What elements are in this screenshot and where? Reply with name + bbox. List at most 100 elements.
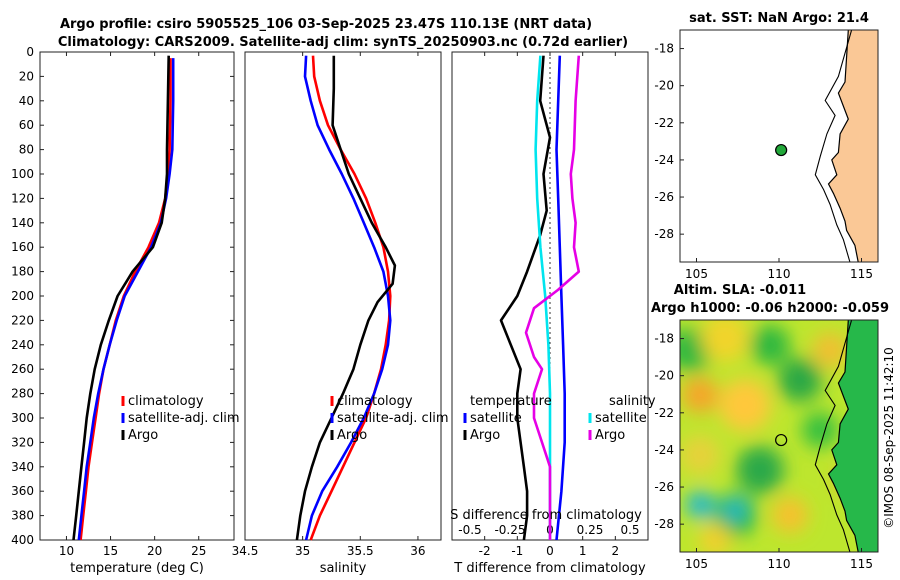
difference-panel: -2 -1 0 1 2 -0.5 -0.25 0 0.25 0.5 temperature sal… — [450, 51, 656, 576]
salinity-panel: 34.5 35 35.5 36 climatology satellite-adj. c… — [232, 51, 449, 576]
salinity-tick-label: 35.5 — [347, 544, 374, 558]
map-lat-tick-label: -26 — [654, 190, 674, 204]
copyright-timestamp: ©IMOS 08-Sep-2025 11:42:10 — [882, 347, 896, 529]
depth-tick-label: 0 — [26, 45, 34, 59]
legend-title-temperature: temperature — [470, 394, 552, 409]
s-difference-tick-label: -0.25 — [494, 523, 525, 537]
depth-tick-label: 80 — [19, 143, 34, 157]
legend-label: satellite — [595, 411, 647, 426]
sst-map: sat. SST: NaN Argo: 21.4 105 110 115 -18 -20… — [654, 11, 879, 281]
t-difference-axis-ticks: -2 -1 0 1 2 — [479, 52, 619, 558]
s-difference-tick-label: 0.5 — [620, 523, 639, 537]
map-lat-tick-label: -18 — [654, 332, 674, 346]
map-lat-tick-label: -20 — [654, 79, 674, 93]
sla-map-title-line1: Altim. SLA: -0.011 — [674, 283, 806, 298]
temperature-legend: climatology satellite-adj. clim Argo — [121, 394, 240, 443]
legend-label: Argo — [595, 428, 625, 443]
map-lat-tick-label: -20 — [654, 369, 674, 383]
series-line-satellite-adj-clim — [303, 55, 392, 541]
temperature-panel: 0204060801001201401601802002202402602803… — [11, 45, 648, 576]
s-difference-label: S difference from climatology — [450, 508, 642, 523]
temperature-tick-label: 20 — [147, 544, 162, 558]
series-line-t-argo — [499, 55, 552, 541]
t-difference-tick-label: 1 — [579, 544, 587, 558]
depth-tick-label: 200 — [11, 289, 34, 303]
figure-title-line2: Climatology: CARS2009. Satellite-adj cli… — [58, 35, 628, 50]
map-lat-tick-label: -28 — [654, 517, 674, 531]
sla-anomaly-blob — [680, 435, 720, 475]
sla-anomaly-blob — [699, 524, 731, 552]
sla-anomaly-blob — [772, 497, 808, 533]
sla-anomaly-blob — [778, 358, 822, 402]
sst-map-ticks: 105 110 115 -18 -20 -22 -24 -26 -28 — [654, 42, 873, 281]
salinity-axis-ticks: 34.5 35 35.5 36 — [232, 52, 426, 558]
sla-anomaly-blob — [686, 491, 714, 519]
map-lon-tick-label: 105 — [685, 267, 708, 281]
s-difference-tick-label: -0.5 — [458, 523, 481, 537]
salinity-legend: climatology satellite-adj. clim Argo — [330, 394, 449, 443]
t-difference-tick-label: 2 — [612, 544, 620, 558]
depth-tick-label: 240 — [11, 338, 34, 352]
depth-tick-label: 320 — [11, 435, 34, 449]
map-lat-tick-label: -18 — [654, 42, 674, 56]
legend-label: Argo — [337, 428, 367, 443]
figure-title-line1: Argo profile: csiro 5905525_106 03-Sep-2… — [60, 17, 592, 32]
temperature-axis-ticks: 10 15 20 25 — [59, 52, 206, 558]
map-lon-tick-label: 105 — [685, 557, 708, 571]
depth-tick-label: 120 — [11, 191, 34, 205]
map-lon-tick-label: 110 — [768, 557, 791, 571]
sla-anomaly-blob — [682, 377, 718, 413]
legend-label: Argo — [470, 428, 500, 443]
t-difference-xlabel: T difference from climatology — [453, 561, 646, 576]
t-difference-tick-label: -1 — [511, 544, 523, 558]
sla-field-anomalies — [680, 320, 864, 552]
salinity-tick-label: 34.5 — [232, 544, 259, 558]
map-lon-tick-label: 110 — [768, 267, 791, 281]
depth-tick-label: 280 — [11, 387, 34, 401]
series-line-argo — [295, 55, 397, 541]
sla-anomaly-blob — [802, 412, 838, 448]
temperature-tick-label: 15 — [103, 544, 118, 558]
sla-map-title-line2: Argo h1000: -0.06 h2000: -0.059 — [651, 301, 889, 316]
salinity-xlabel: salinity — [320, 561, 367, 576]
temperature-tick-label: 25 — [191, 544, 206, 558]
series-line-climatology — [309, 55, 392, 541]
legend-label: climatology — [128, 394, 204, 409]
temperature-tick-label: 10 — [59, 544, 74, 558]
map-lon-tick-label: 115 — [850, 557, 873, 571]
map-lat-tick-label: -24 — [654, 153, 674, 167]
map-lat-tick-label: -24 — [654, 443, 674, 457]
map-lat-tick-label: -28 — [654, 227, 674, 241]
depth-tick-label: 180 — [11, 265, 34, 279]
sla-map: Altim. SLA: -0.011 Argo h1000: -0.06 h20… — [651, 283, 889, 571]
salinity-series — [295, 55, 397, 541]
sst-map-land — [827, 30, 878, 262]
legend-label: Argo — [128, 428, 158, 443]
depth-tick-label: 380 — [11, 509, 34, 523]
sla-anomaly-blob — [750, 325, 790, 365]
t-difference-tick-label: -2 — [479, 544, 491, 558]
salinity-tick-label: 35 — [295, 544, 310, 558]
series-line-t-satellite — [555, 55, 567, 541]
map-lat-tick-label: -22 — [654, 406, 674, 420]
s-difference-axis-ticks: -0.5 -0.25 0 0.25 0.5 — [458, 523, 639, 537]
sst-map-isobath — [814, 30, 853, 262]
sla-anomaly-blob — [701, 320, 749, 362]
depth-tick-label: 260 — [11, 362, 34, 376]
temperature-xlabel: temperature (deg C) — [70, 561, 204, 576]
legend-label: satellite-adj. clim — [128, 411, 240, 426]
sla-map-isobath — [814, 320, 853, 552]
sla-map-land — [827, 320, 878, 552]
sla-anomaly-blob — [812, 332, 848, 368]
s-difference-tick-label: 0.25 — [577, 523, 604, 537]
depth-tick-label: 360 — [11, 484, 34, 498]
depth-tick-label: 160 — [11, 240, 34, 254]
map-lon-tick-label: 115 — [850, 267, 873, 281]
legend-label: satellite — [470, 411, 522, 426]
series-line-s-satellite — [534, 55, 552, 540]
depth-tick-label: 100 — [11, 167, 34, 181]
difference-legend: temperature salinity satellite Argo satellit… — [463, 394, 656, 443]
sla-argo-marker — [775, 433, 788, 447]
temperature-axes-box — [39, 51, 235, 541]
